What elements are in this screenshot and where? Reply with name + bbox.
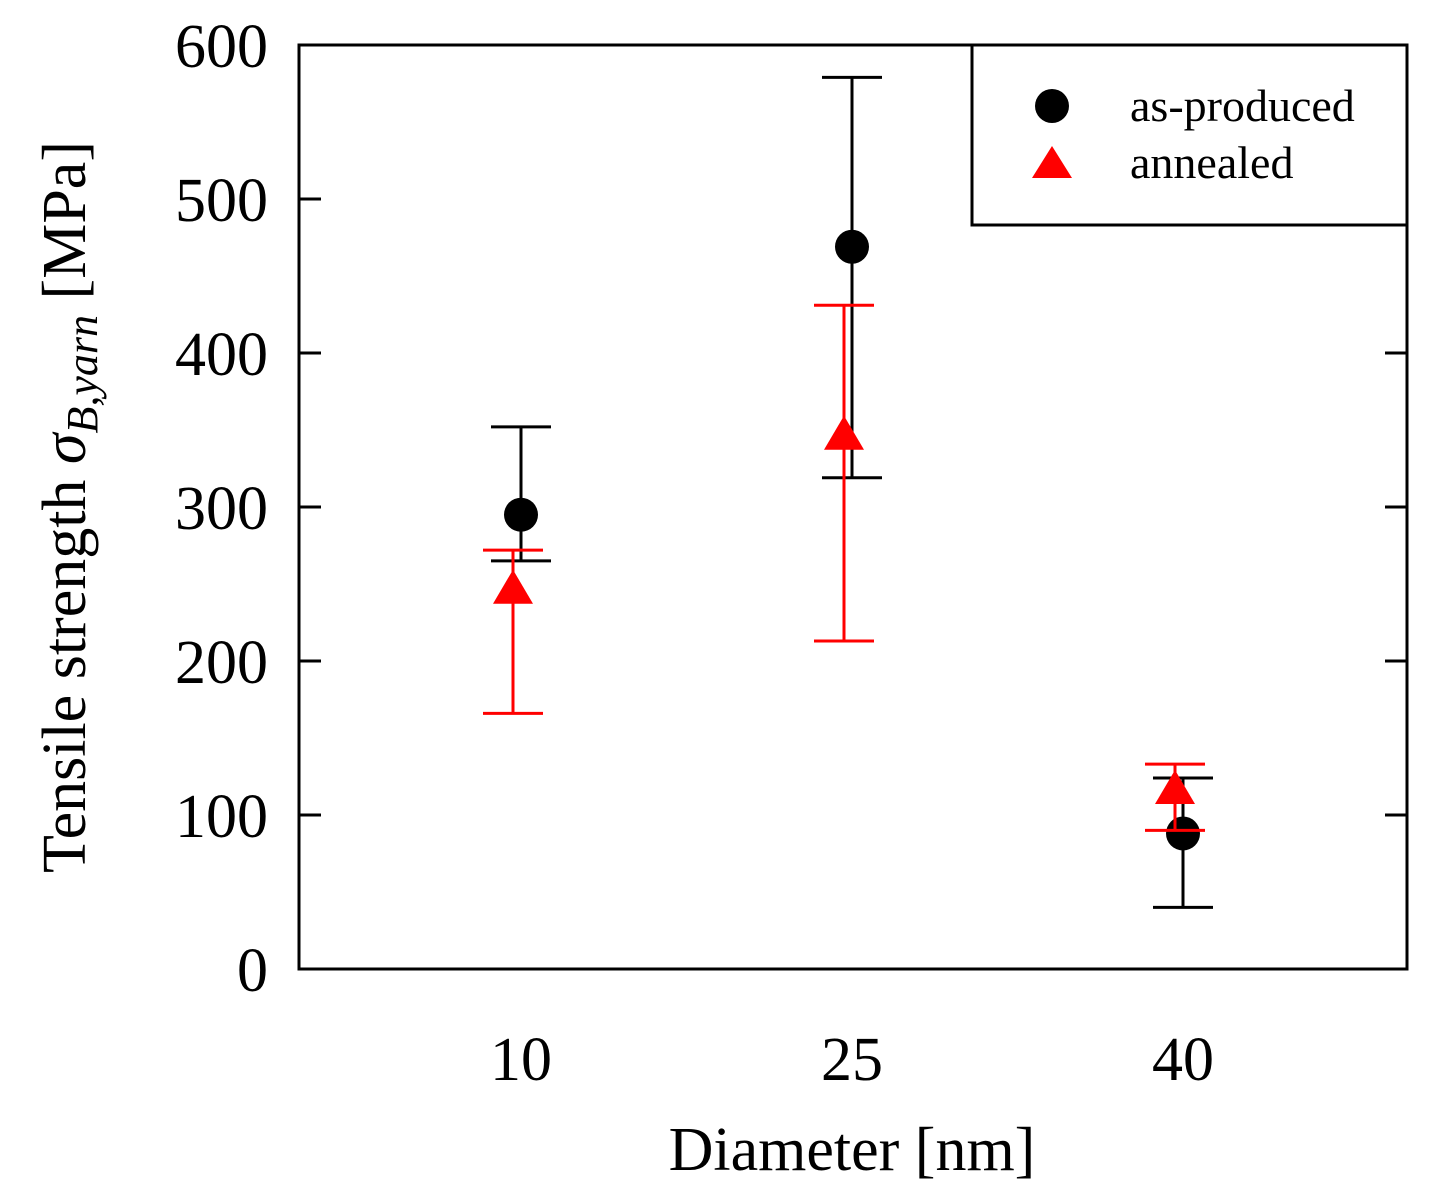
legend-annealed-label: annealed xyxy=(1130,137,1293,188)
x-axis-ticks: 10 25 40 xyxy=(490,1026,1214,1094)
data-point xyxy=(1166,816,1200,851)
series-annealed xyxy=(483,303,1205,832)
y-axis-label-unit: [MPa] xyxy=(31,141,99,315)
data-point xyxy=(504,497,538,532)
y-axis-ticks: 0 100 200 300 400 500 600 xyxy=(175,13,1407,1005)
y-tick-label: 400 xyxy=(175,321,268,389)
series-layer xyxy=(483,75,1213,909)
y-tick-label: 500 xyxy=(175,167,268,235)
y-axis-label-prefix: Tensile strength xyxy=(31,464,99,873)
y-axis-label: Tensile strength σB,yarn [MPa] xyxy=(31,141,107,873)
y-tick-label: 200 xyxy=(175,629,268,697)
legend-as-produced-marker xyxy=(1035,89,1069,123)
x-tick-label: 40 xyxy=(1152,1026,1214,1094)
data-point xyxy=(835,229,869,264)
legend-as-produced-label: as-produced xyxy=(1130,80,1355,131)
y-tick-label: 300 xyxy=(175,475,268,543)
y-tick-label: 0 xyxy=(237,937,268,1005)
y-tick-label: 100 xyxy=(175,783,268,851)
x-axis-label: Diameter [nm] xyxy=(669,1116,1036,1184)
legend-annealed-marker xyxy=(1032,146,1072,178)
y-tick-label: 600 xyxy=(175,13,268,81)
x-tick-label: 10 xyxy=(490,1026,552,1094)
legend-box xyxy=(970,43,1409,227)
x-tick-label: 25 xyxy=(821,1026,883,1094)
data-point xyxy=(824,415,864,450)
y-axis-label-subscript: B,yarn xyxy=(58,315,107,434)
y-axis-label-symbol: σ xyxy=(31,431,99,464)
data-point xyxy=(1155,769,1195,804)
data-point xyxy=(493,569,533,604)
legend: as-produced annealed xyxy=(970,43,1409,227)
